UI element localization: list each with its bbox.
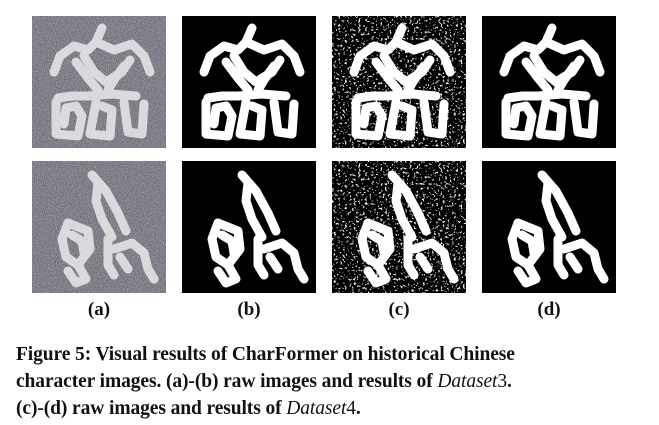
noisy-raw-character-image: [32, 161, 166, 293]
clean-character-result: [182, 161, 316, 293]
clean-character-result: [482, 16, 616, 148]
clean-character-result: [482, 161, 616, 293]
panel-d-bottom: [482, 161, 616, 293]
noisy-binary-character-image: [332, 161, 466, 293]
panel-a-bottom: [32, 161, 166, 293]
dataset-number: 4: [346, 398, 356, 419]
panel-b-bottom: [182, 161, 316, 293]
panel-label-c: (c): [388, 299, 410, 320]
dataset-name: Dataset: [437, 371, 498, 392]
caption-line-2: character images. (a)-(b) raw images and…: [16, 368, 646, 395]
panel-a-top: [32, 16, 166, 148]
noisy-binary-character-image: [332, 16, 466, 148]
dataset-name: Dataset: [286, 398, 347, 419]
panel-c-bottom: [332, 161, 466, 293]
panel-b-top: [182, 16, 316, 148]
panel-label-d: (d): [537, 299, 561, 320]
dataset-number: 3: [497, 371, 507, 392]
clean-character-result: [182, 16, 316, 148]
panel-label-b: (b): [237, 299, 261, 320]
caption-period: .: [507, 371, 512, 392]
caption-line-2-text: character images. (a)-(b) raw images and…: [16, 371, 438, 392]
panel-d-top: [482, 16, 616, 148]
caption-line-3-text: (c)-(d) raw images and results of: [16, 398, 287, 419]
noisy-raw-character-image: [32, 16, 166, 148]
figure-caption: Figure 5: Visual results of CharFormer o…: [16, 341, 646, 422]
caption-line-1: Figure 5: Visual results of CharFormer o…: [16, 344, 515, 365]
caption-period: .: [355, 398, 361, 419]
panel-c-top: [332, 16, 466, 148]
panel-label-a: (a): [87, 299, 111, 320]
caption-line-3: (c)-(d) raw images and results of Datase…: [16, 395, 646, 422]
